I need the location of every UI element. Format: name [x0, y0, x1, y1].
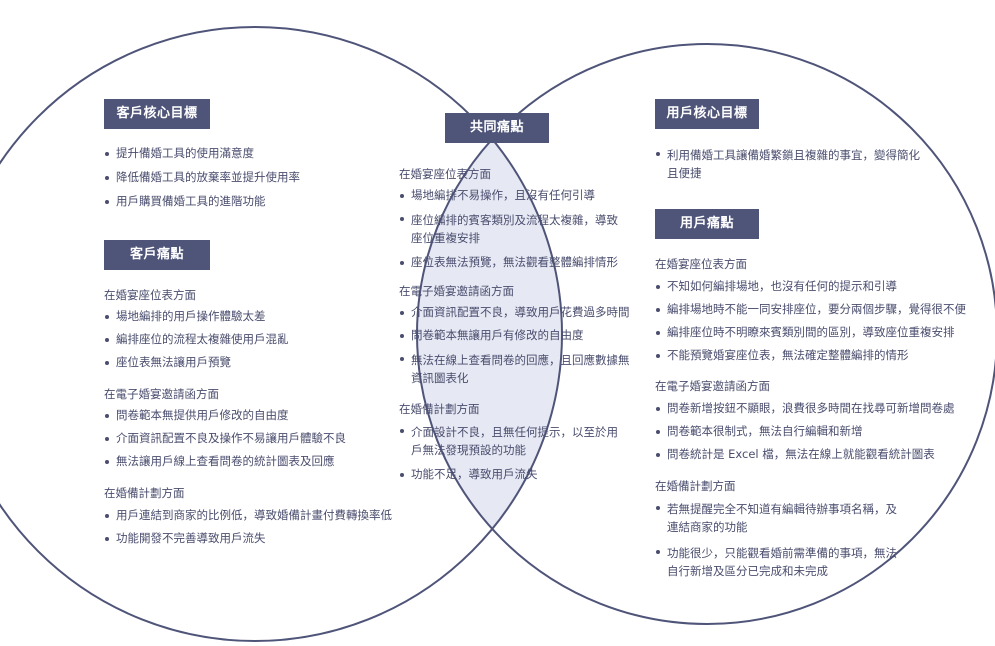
user-pain-list-seating: 不知如何編排場地，也沒有任何的提示和引導 編排場地時不能一同安排座位，要分兩個步…	[655, 279, 985, 363]
list-item: 座位編排的賓客類別及流程太複雜，導致座位重複安排	[399, 211, 624, 247]
list-item: 功能不足，導致用戶流失	[399, 467, 624, 482]
list-item: 場地編排的用戶操作體驗太差	[104, 309, 364, 324]
section-title: 在婚備計劃方面	[655, 479, 736, 493]
list-item: 座位表無法讓用戶預覽	[104, 355, 364, 370]
user-pain-list-invitation: 問卷新增按鈕不顯眼，浪費很多時間在找尋可新增問卷處 問卷範本很制式，無法自行編輯…	[655, 401, 975, 462]
list-item: 利用備婚工具讓備婚繁鎖且複雜的事宜，變得簡化且便捷	[655, 146, 930, 182]
list-item: 問卷範本很制式，無法自行編輯和新增	[655, 424, 975, 439]
shared-pain-tag: 共同痛點	[445, 113, 549, 143]
client-pain-tag: 客戶痛點	[104, 240, 210, 270]
client-pain-list-invitation: 問卷範本無提供用戶修改的自由度 介面資訊配置不良及操作不易讓用戶體驗不良 無法讓…	[104, 408, 374, 469]
user-goal-list: 利用備婚工具讓備婚繁鎖且複雜的事宜，變得簡化且便捷	[655, 146, 930, 182]
list-item: 不能預覽婚宴座位表，無法確定整體編排的情形	[655, 348, 985, 363]
left-circle	[0, 26, 563, 642]
list-item: 介面資訊配置不良，導致用戶花費過多時間	[399, 305, 635, 320]
section-title: 在婚宴座位表方面	[655, 257, 747, 271]
list-item: 功能開發不完善導致用戶流失	[104, 531, 404, 546]
section-title: 在婚宴座位表方面	[104, 288, 196, 302]
client-goal-tag: 客戶核心目標	[104, 99, 210, 129]
client-pain-list-plan: 用戶連結到商家的比例低，導致婚備計畫付費轉換率低 功能開發不完善導致用戶流失	[104, 508, 404, 546]
section-title: 在電子婚宴邀請函方面	[104, 387, 219, 401]
list-item: 無法在線上查看問卷的回應，且回應數據無資訊圖表化	[399, 351, 635, 387]
shared-pain-list-seating: 場地編排不易操作，且沒有任何引導 座位編排的賓客類別及流程太複雜，導致座位重複安…	[399, 188, 624, 270]
section-title: 在婚備計劃方面	[399, 402, 480, 416]
list-item: 編排場地時不能一同安排座位，要分兩個步驟，覺得很不便	[655, 302, 985, 317]
list-item: 功能很少，只能觀看婚前需準備的事項，無法自行新增及區分已完成和未完成	[655, 544, 905, 580]
shared-pain-list-plan: 介面設計不良，且無任何提示，以至於用戶無法發現預設的功能 功能不足，導致用戶流失	[399, 423, 624, 482]
list-item: 不知如何編排場地，也沒有任何的提示和引導	[655, 279, 985, 294]
list-item: 問卷新增按鈕不顯眼，浪費很多時間在找尋可新增問卷處	[655, 401, 975, 416]
list-item: 場地編排不易操作，且沒有任何引導	[399, 188, 624, 203]
list-item: 問卷統計是 Excel 檔，無法在線上就能觀看統計圖表	[655, 447, 975, 462]
list-item: 用戶連結到商家的比例低，導致婚備計畫付費轉換率低	[104, 508, 404, 523]
list-item: 若無提醒完全不知道有編輯待辦事項名稱，及連結商家的功能	[655, 500, 905, 536]
list-item: 編排座位時不明瞭來賓類別間的區別，導致座位重複安排	[655, 325, 985, 340]
client-pain-list-seating: 場地編排的用戶操作體驗太差 編排座位的流程太複雜使用戶混亂 座位表無法讓用戶預覽	[104, 309, 364, 370]
section-title: 在電子婚宴邀請函方面	[399, 284, 514, 298]
list-item: 無法讓用戶線上查看問卷的統計圖表及回應	[104, 454, 374, 469]
list-item: 座位表無法預覽，無法觀看整體編排情形	[399, 255, 624, 270]
user-pain-tag: 用戶痛點	[655, 209, 759, 239]
list-item: 介面設計不良，且無任何提示，以至於用戶無法發現預設的功能	[399, 423, 624, 459]
right-circle	[416, 43, 995, 625]
list-item: 提升備婚工具的使用滿意度	[104, 146, 364, 161]
section-title: 在婚備計劃方面	[104, 486, 185, 500]
list-item: 問卷範本無讓用戶有修改的自由度	[399, 328, 635, 343]
list-item: 降低備婚工具的放棄率並提升使用率	[104, 170, 364, 185]
user-goal-tag: 用戶核心目標	[655, 99, 759, 129]
user-pain-list-plan: 若無提醒完全不知道有編輯待辦事項名稱，及連結商家的功能 功能很少，只能觀看婚前需…	[655, 500, 905, 580]
client-goal-list: 提升備婚工具的使用滿意度 降低備婚工具的放棄率並提升使用率 用戶購買備婚工具的進…	[104, 146, 364, 209]
shared-pain-list-invitation: 介面資訊配置不良，導致用戶花費過多時間 問卷範本無讓用戶有修改的自由度 無法在線…	[399, 305, 635, 387]
section-title: 在婚宴座位表方面	[399, 167, 491, 181]
list-item: 用戶購買備婚工具的進階功能	[104, 194, 364, 209]
list-item: 介面資訊配置不良及操作不易讓用戶體驗不良	[104, 431, 374, 446]
list-item: 編排座位的流程太複雜使用戶混亂	[104, 332, 364, 347]
list-item: 問卷範本無提供用戶修改的自由度	[104, 408, 374, 423]
section-title: 在電子婚宴邀請函方面	[655, 379, 770, 393]
